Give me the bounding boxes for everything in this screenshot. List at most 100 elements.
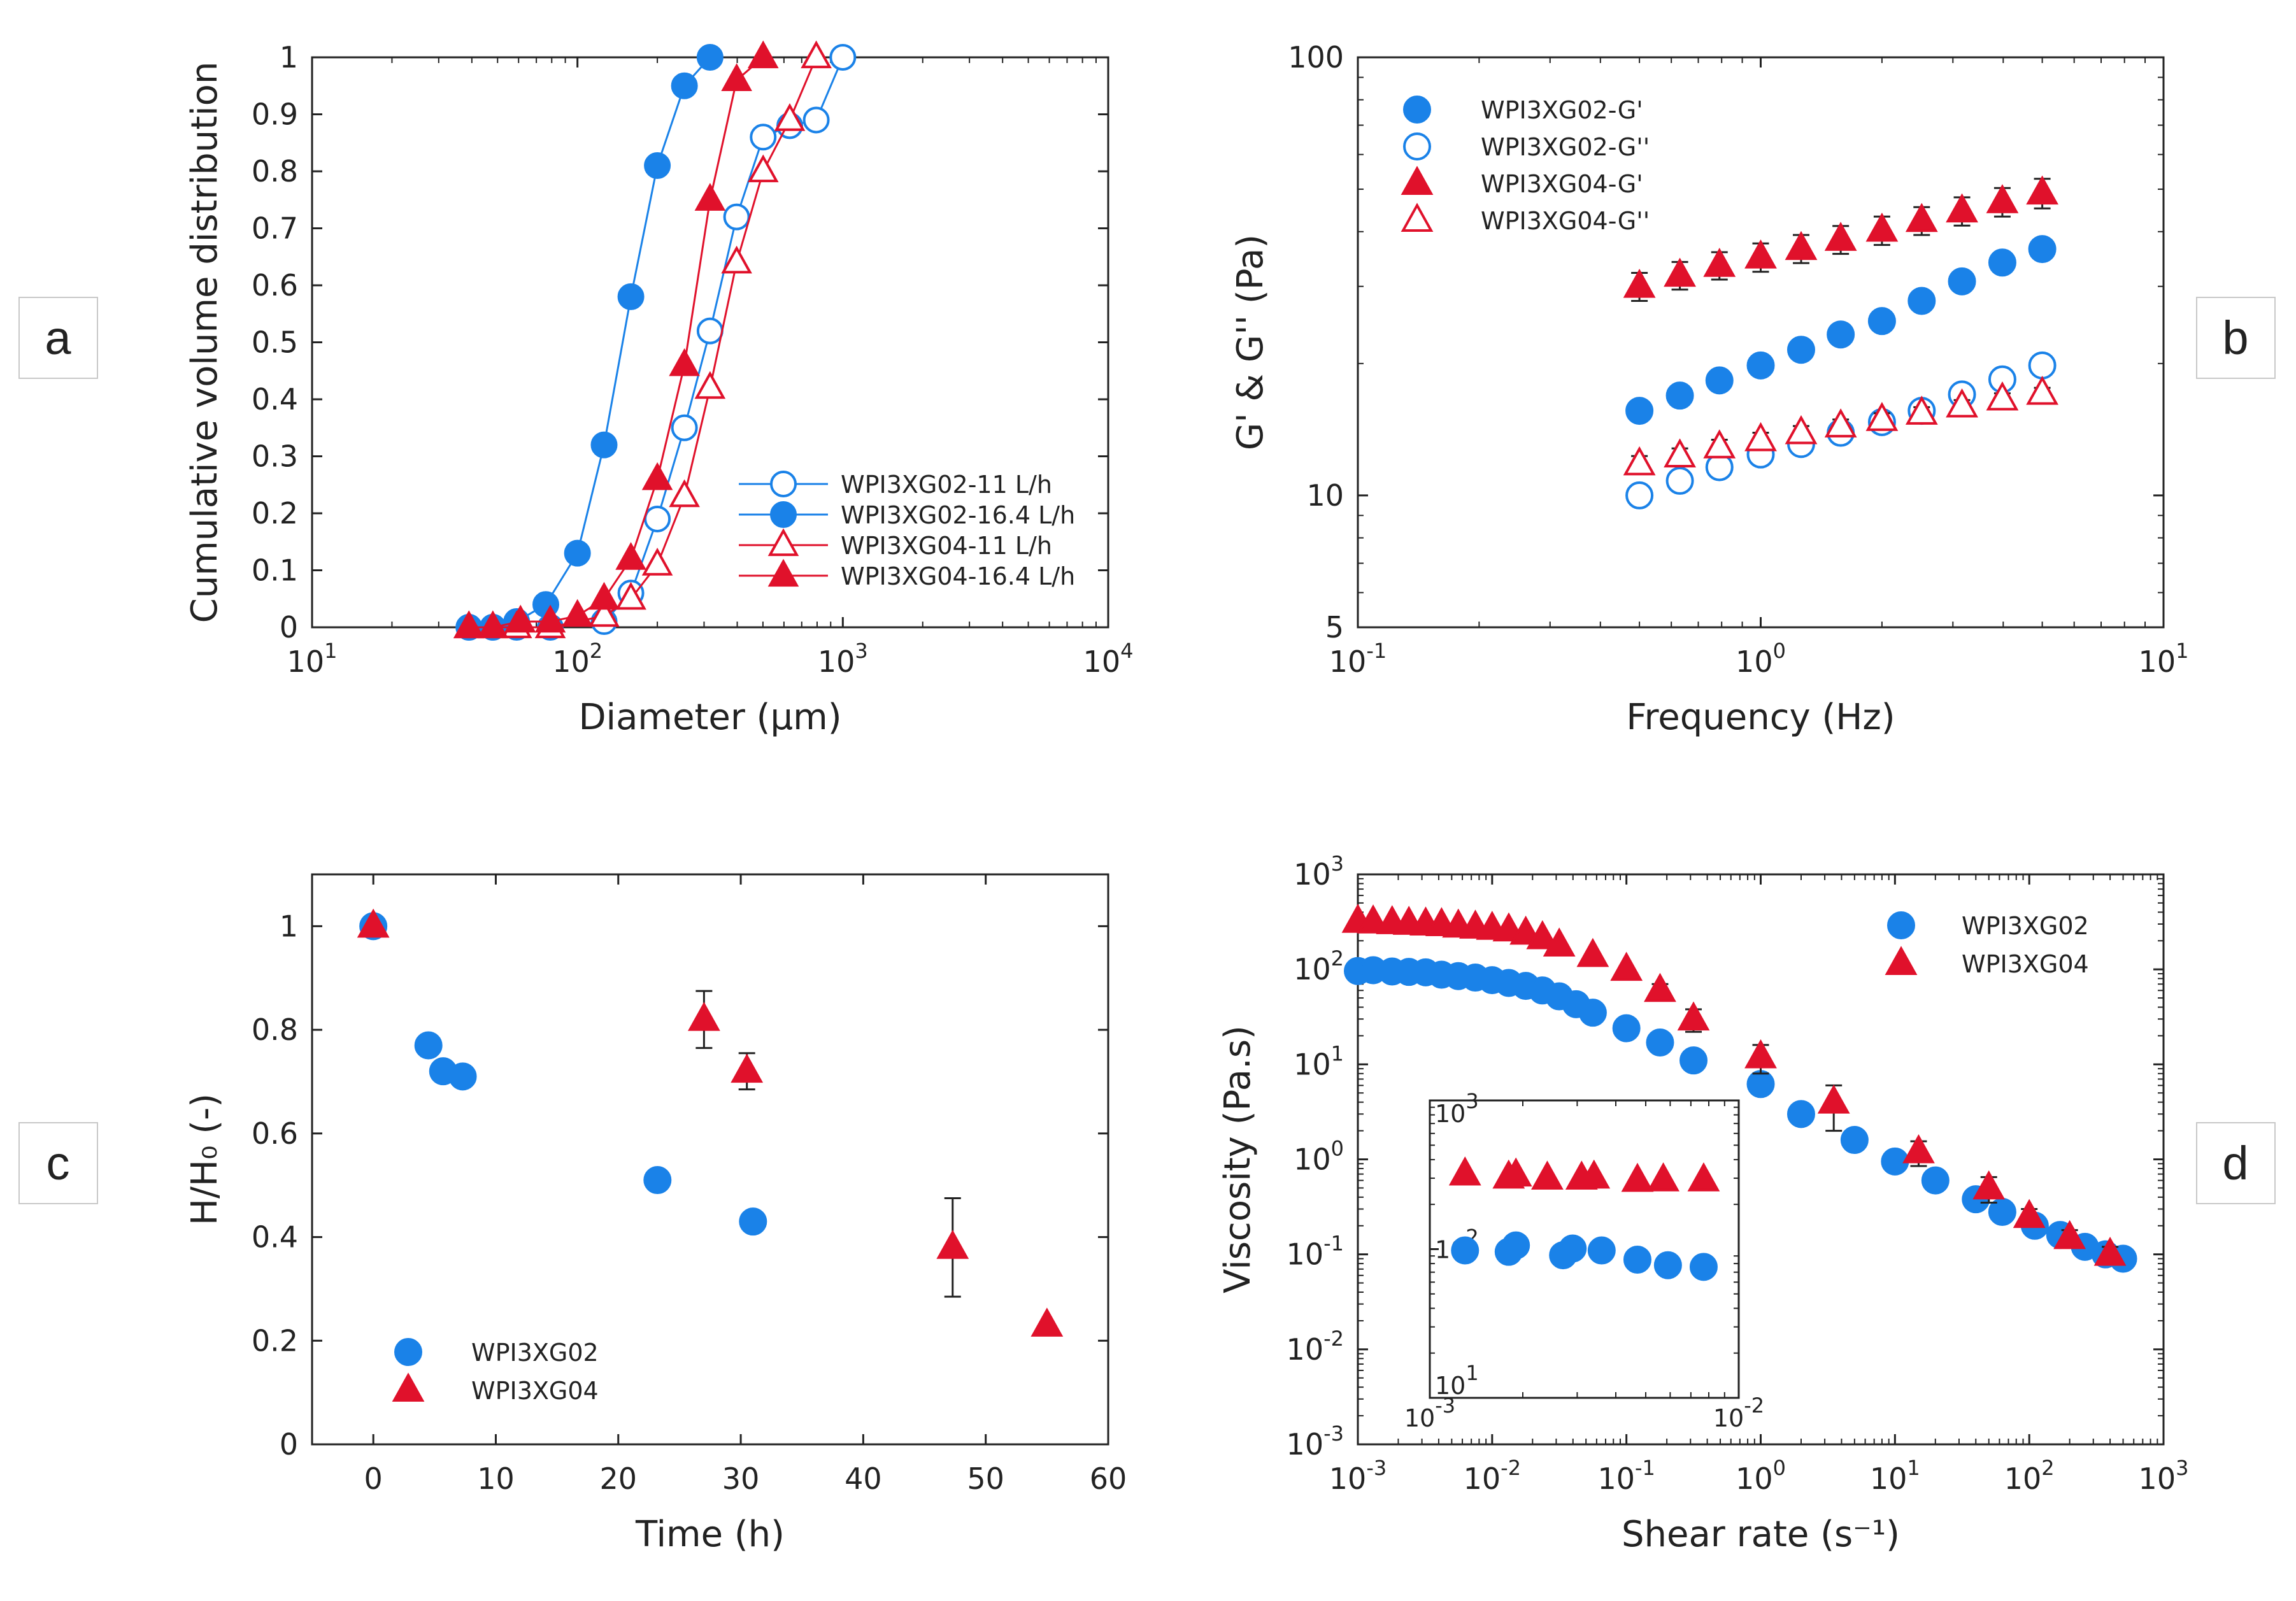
- chart-a-data-point: [617, 283, 645, 310]
- chart-d-xtick-label: 102: [2004, 1456, 2055, 1496]
- chart-b-legend-label: WPI3XG02-G'': [1481, 133, 1650, 161]
- chart-b-legend: WPI3XG02-G' WPI3XG02-G'' WPI3XG04-G' WPI3XG…: [1401, 96, 1650, 235]
- chart-c-data-point: [414, 1031, 443, 1060]
- chart-b-data-point: [1907, 287, 1936, 315]
- panel-letter-b: b: [2222, 311, 2248, 364]
- chart-d-legend-label: WPI3XG02: [1962, 912, 2089, 940]
- chart-b-data-point: [1827, 320, 1855, 349]
- chart-b-data-point: [1664, 438, 1696, 468]
- chart-a-data-point: [750, 124, 777, 151]
- chart-a-data-point: [562, 599, 593, 627]
- chart-a-series-3: [453, 40, 779, 639]
- chart-a-data-point: [723, 203, 750, 231]
- chart-a-series-2: [453, 40, 832, 639]
- chart-d-inset-data-point: [1530, 1160, 1564, 1190]
- chart-a-data-point: [694, 183, 726, 211]
- chart-d-data-point: [1610, 951, 1643, 981]
- chart-a-data-point: [829, 44, 857, 71]
- chart-d-legend: WPI3XG02 WPI3XG04: [1885, 911, 2089, 978]
- chart-d-inset-series-1: [1448, 1156, 1720, 1192]
- chart-d-ytick-label: 103: [1294, 851, 1344, 892]
- chart-b-data-point: [2026, 375, 2059, 405]
- chart-a-data-point: [641, 548, 673, 576]
- chart-d-inset-data-point: [1502, 1231, 1530, 1260]
- chart-b-data-point: [1865, 402, 1899, 431]
- chart-c-data-point: [731, 1053, 764, 1083]
- chart-a-data-point: [588, 599, 620, 627]
- chart-d-data-point: [1526, 920, 1559, 950]
- chart-d-inset-data-point: [1621, 1162, 1654, 1192]
- chart-c-xtick-label: 20: [599, 1462, 637, 1496]
- chart-d-data-point: [1921, 1166, 1950, 1195]
- chart-b-data-point: [1623, 446, 1656, 476]
- chart-b-series-3: [1623, 375, 2059, 476]
- chart-b-moduli: 10-1 100 101 5 10 100 Frequency (Hz) G' & G'' (…: [1230, 40, 2188, 738]
- chart-b-xtick-label: 10-1: [1329, 639, 1387, 679]
- chart-d-inset-data-point: [1587, 1236, 1616, 1265]
- chart-d-inset-data-point: [1623, 1245, 1651, 1274]
- chart-d-data-point: [2053, 1220, 2086, 1249]
- chart-d-data-point: [1612, 1014, 1641, 1042]
- chart-b-data-point: [1986, 184, 2019, 213]
- chart-a-data-point: [694, 371, 726, 399]
- chart-d-inset-ytick-label: 103: [1435, 1089, 1479, 1128]
- chart-d-ytick-label: 10-3: [1287, 1421, 1344, 1462]
- chart-b-data-point: [1744, 239, 1777, 269]
- chart-c-legend-marker: [392, 1372, 425, 1402]
- chart-d-legend-label: WPI3XG04: [1962, 950, 2089, 978]
- chart-b-data-point: [1665, 381, 1694, 410]
- chart-b-data-point: [2026, 175, 2059, 205]
- chart-a-ytick-label: 0.4: [252, 382, 298, 416]
- chart-b-data-point: [1905, 395, 1938, 425]
- panel-label-b: b: [2196, 297, 2276, 379]
- chart-a-ytick-label: 0.9: [252, 97, 298, 132]
- chart-a-ytick-label: 0.8: [252, 154, 298, 189]
- chart-d-inset-data-point: [1647, 1162, 1680, 1192]
- chart-a-ytick-label: 0.2: [252, 496, 298, 530]
- chart-d-inset-ytick-label: 101: [1435, 1361, 1479, 1400]
- chart-d-inset-data-point: [1448, 1156, 1481, 1186]
- chart-d-inset-xtick-label: 10-2: [1713, 1393, 1764, 1432]
- chart-d-legend-marker: [1887, 911, 1915, 939]
- chart-a-data-point: [590, 431, 618, 459]
- chart-a-legend-marker: [767, 559, 799, 587]
- chart-d-inset-data-point: [1451, 1236, 1480, 1265]
- chart-a-data-point: [747, 154, 779, 183]
- chart-a-data-point: [534, 604, 566, 633]
- chart-a-data-point: [801, 40, 832, 69]
- chart-d-data-point: [1817, 1085, 1850, 1114]
- chart-b-data-point: [1786, 336, 1815, 364]
- chart-c-axes-frame: [311, 873, 1109, 1446]
- chart-c-legend-label: WPI3XG04: [471, 1377, 599, 1405]
- chart-b-data-point: [1665, 466, 1694, 495]
- chart-b-ytick-label: 10: [1306, 478, 1344, 513]
- chart-a-data-point: [644, 152, 671, 180]
- chart-a-xtick-label: 103: [818, 639, 868, 679]
- chart-d-data-point: [1543, 927, 1576, 957]
- chart-b-data-point: [1785, 231, 1818, 260]
- chart-c-data-point: [357, 908, 390, 938]
- chart-b-xtick-label: 101: [2139, 639, 2189, 679]
- chart-d-ytick-label: 102: [1294, 946, 1344, 986]
- chart-c-ytick-label: 0.6: [252, 1116, 298, 1151]
- chart-b-data-point: [1948, 267, 1976, 295]
- chart-a-ytick-label: 1: [280, 40, 298, 75]
- chart-a-data-point: [696, 44, 724, 71]
- chart-b-ytick-label: 100: [1288, 40, 1344, 75]
- chart-a-data-point: [721, 245, 752, 274]
- chart-c-data-point: [1030, 1307, 1064, 1337]
- chart-a-ytick-label: 0: [280, 610, 298, 644]
- chart-d-ytick-label: 10-1: [1287, 1232, 1344, 1272]
- chart-a-data-point: [747, 40, 779, 69]
- chart-a-data-point: [615, 581, 646, 610]
- panel-label-c: c: [18, 1122, 98, 1204]
- chart-a-data-point: [644, 505, 671, 532]
- chart-a-data-point: [453, 610, 485, 639]
- chart-c-xlabel: Time (h): [635, 1514, 785, 1555]
- chart-a-data-point: [671, 414, 698, 441]
- chart-a-legend-marker: [767, 528, 799, 557]
- chart-b-data-point: [1946, 193, 1978, 223]
- chart-c-legend: WPI3XG02 WPI3XG04: [392, 1338, 599, 1405]
- chart-a-ytick-label: 0.3: [252, 439, 298, 474]
- chart-b-series-0: [1625, 235, 2057, 425]
